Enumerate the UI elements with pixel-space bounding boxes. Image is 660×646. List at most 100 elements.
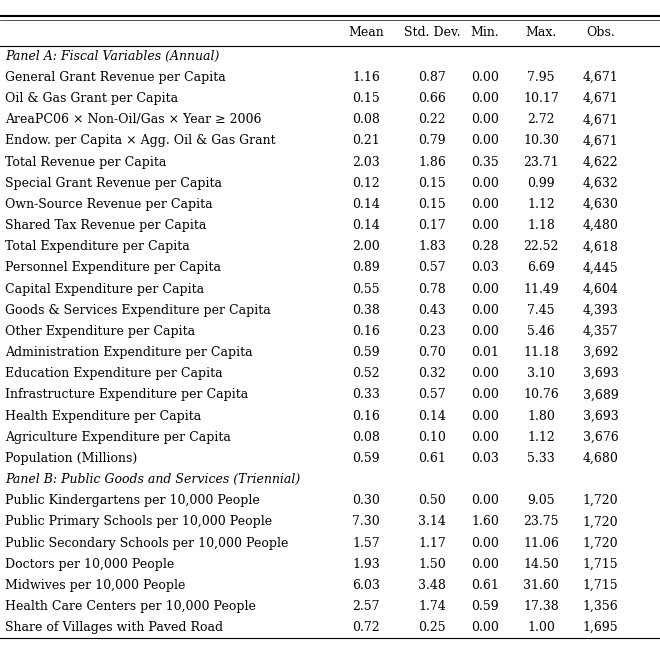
Text: 2.72: 2.72 xyxy=(527,113,555,127)
Text: 3,689: 3,689 xyxy=(583,388,618,401)
Text: 5.33: 5.33 xyxy=(527,452,555,465)
Text: 0.00: 0.00 xyxy=(471,410,499,422)
Text: 4,632: 4,632 xyxy=(583,177,618,190)
Text: 0.21: 0.21 xyxy=(352,134,380,147)
Text: 0.30: 0.30 xyxy=(352,494,380,507)
Text: 3.10: 3.10 xyxy=(527,367,555,380)
Text: 0.15: 0.15 xyxy=(352,92,380,105)
Text: 0.55: 0.55 xyxy=(352,282,380,296)
Text: 0.00: 0.00 xyxy=(471,325,499,338)
Text: 23.75: 23.75 xyxy=(523,516,559,528)
Text: 1,715: 1,715 xyxy=(583,579,618,592)
Text: 0.25: 0.25 xyxy=(418,621,446,634)
Text: 0.66: 0.66 xyxy=(418,92,446,105)
Text: Population (Millions): Population (Millions) xyxy=(5,452,137,465)
Text: Other Expenditure per Capita: Other Expenditure per Capita xyxy=(5,325,195,338)
Text: 6.03: 6.03 xyxy=(352,579,380,592)
Text: 10.17: 10.17 xyxy=(523,92,559,105)
Text: 0.03: 0.03 xyxy=(471,262,499,275)
Text: 1.16: 1.16 xyxy=(352,71,380,84)
Text: Administration Expenditure per Capita: Administration Expenditure per Capita xyxy=(5,346,253,359)
Text: 0.01: 0.01 xyxy=(471,346,499,359)
Text: Special Grant Revenue per Capita: Special Grant Revenue per Capita xyxy=(5,177,222,190)
Text: Max.: Max. xyxy=(525,26,557,39)
Text: 0.14: 0.14 xyxy=(418,410,446,422)
Text: 1.18: 1.18 xyxy=(527,219,555,232)
Text: 0.79: 0.79 xyxy=(418,134,446,147)
Text: 1.50: 1.50 xyxy=(418,557,446,570)
Text: 10.30: 10.30 xyxy=(523,134,559,147)
Text: 0.00: 0.00 xyxy=(471,494,499,507)
Text: 7.30: 7.30 xyxy=(352,516,380,528)
Text: 0.57: 0.57 xyxy=(418,388,446,401)
Text: 4,680: 4,680 xyxy=(583,452,618,465)
Text: 4,393: 4,393 xyxy=(583,304,618,317)
Text: 1.00: 1.00 xyxy=(527,621,555,634)
Text: 3,676: 3,676 xyxy=(583,431,618,444)
Text: Min.: Min. xyxy=(471,26,500,39)
Text: 0.99: 0.99 xyxy=(527,177,555,190)
Text: Goods & Services Expenditure per Capita: Goods & Services Expenditure per Capita xyxy=(5,304,271,317)
Text: 0.00: 0.00 xyxy=(471,304,499,317)
Text: 0.59: 0.59 xyxy=(471,600,499,613)
Text: 0.59: 0.59 xyxy=(352,346,380,359)
Text: Own-Source Revenue per Capita: Own-Source Revenue per Capita xyxy=(5,198,213,211)
Text: 0.00: 0.00 xyxy=(471,557,499,570)
Text: 0.33: 0.33 xyxy=(352,388,380,401)
Text: 3.14: 3.14 xyxy=(418,516,446,528)
Text: 5.46: 5.46 xyxy=(527,325,555,338)
Text: Shared Tax Revenue per Capita: Shared Tax Revenue per Capita xyxy=(5,219,207,232)
Text: 1.80: 1.80 xyxy=(527,410,555,422)
Text: 11.18: 11.18 xyxy=(523,346,559,359)
Text: 1,720: 1,720 xyxy=(583,516,618,528)
Text: Public Primary Schools per 10,000 People: Public Primary Schools per 10,000 People xyxy=(5,516,273,528)
Text: 0.00: 0.00 xyxy=(471,177,499,190)
Text: 0.87: 0.87 xyxy=(418,71,446,84)
Text: 0.89: 0.89 xyxy=(352,262,380,275)
Text: 0.61: 0.61 xyxy=(418,452,446,465)
Text: 4,480: 4,480 xyxy=(583,219,618,232)
Text: 3,693: 3,693 xyxy=(583,410,618,422)
Text: 2.57: 2.57 xyxy=(352,600,380,613)
Text: 1.12: 1.12 xyxy=(527,198,555,211)
Text: Obs.: Obs. xyxy=(586,26,615,39)
Text: 0.70: 0.70 xyxy=(418,346,446,359)
Text: 2.03: 2.03 xyxy=(352,156,380,169)
Text: 0.10: 0.10 xyxy=(418,431,446,444)
Text: Public Kindergartens per 10,000 People: Public Kindergartens per 10,000 People xyxy=(5,494,260,507)
Text: Education Expenditure per Capita: Education Expenditure per Capita xyxy=(5,367,223,380)
Text: 0.59: 0.59 xyxy=(352,452,380,465)
Text: 11.06: 11.06 xyxy=(523,537,559,550)
Text: 1.86: 1.86 xyxy=(418,156,446,169)
Text: 0.08: 0.08 xyxy=(352,431,380,444)
Text: 1.17: 1.17 xyxy=(418,537,446,550)
Text: 0.23: 0.23 xyxy=(418,325,446,338)
Text: Infrastructure Expenditure per Capita: Infrastructure Expenditure per Capita xyxy=(5,388,249,401)
Text: 7.95: 7.95 xyxy=(527,71,555,84)
Text: 1,695: 1,695 xyxy=(583,621,618,634)
Text: 4,671: 4,671 xyxy=(583,134,618,147)
Text: 6.69: 6.69 xyxy=(527,262,555,275)
Text: 4,618: 4,618 xyxy=(583,240,618,253)
Text: 2.00: 2.00 xyxy=(352,240,380,253)
Text: 0.38: 0.38 xyxy=(352,304,380,317)
Text: 3.48: 3.48 xyxy=(418,579,446,592)
Text: Health Care Centers per 10,000 People: Health Care Centers per 10,000 People xyxy=(5,600,256,613)
Text: 23.71: 23.71 xyxy=(523,156,559,169)
Text: 1.93: 1.93 xyxy=(352,557,380,570)
Text: 0.35: 0.35 xyxy=(471,156,499,169)
Text: Health Expenditure per Capita: Health Expenditure per Capita xyxy=(5,410,201,422)
Text: 10.76: 10.76 xyxy=(523,388,559,401)
Text: AreaPC06 × Non-Oil/Gas × Year ≥ 2006: AreaPC06 × Non-Oil/Gas × Year ≥ 2006 xyxy=(5,113,262,127)
Text: 7.45: 7.45 xyxy=(527,304,555,317)
Text: 1.57: 1.57 xyxy=(352,537,380,550)
Text: 0.00: 0.00 xyxy=(471,367,499,380)
Text: 0.16: 0.16 xyxy=(352,325,380,338)
Text: Capital Expenditure per Capita: Capital Expenditure per Capita xyxy=(5,282,205,296)
Text: 0.00: 0.00 xyxy=(471,71,499,84)
Text: 22.52: 22.52 xyxy=(523,240,559,253)
Text: Mean: Mean xyxy=(348,26,384,39)
Text: 0.00: 0.00 xyxy=(471,537,499,550)
Text: 4,357: 4,357 xyxy=(583,325,618,338)
Text: 0.43: 0.43 xyxy=(418,304,446,317)
